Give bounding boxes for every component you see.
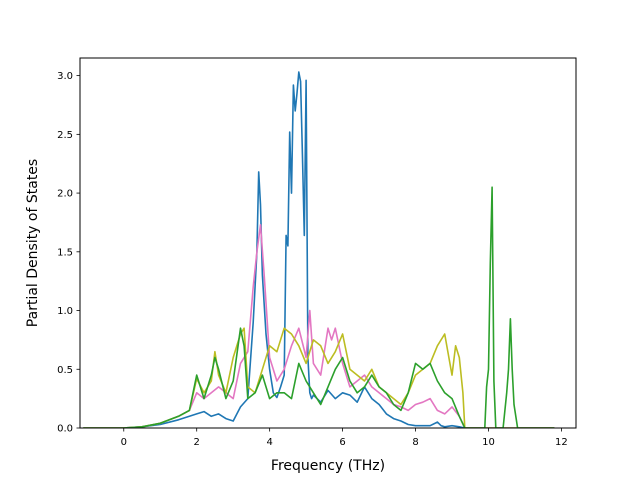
x-tick-label: 0 xyxy=(121,437,127,448)
y-tick-label: 2.0 xyxy=(57,189,73,200)
y-axis-ticks: 0.0 0.5 1.0 1.5 2.0 2.5 3.0 xyxy=(57,71,80,435)
plot-area xyxy=(82,71,555,428)
x-tick-label: 12 xyxy=(555,437,568,448)
x-axis-label: Frequency (THz) xyxy=(271,458,385,474)
x-axis-ticks: 0 2 4 6 8 10 12 xyxy=(121,428,568,448)
axes-frame xyxy=(79,57,577,429)
y-tick-label: 0.0 xyxy=(57,424,73,435)
y-tick-label: 2.5 xyxy=(57,130,73,141)
y-tick-label: 1.5 xyxy=(57,247,73,258)
x-tick-label: 2 xyxy=(194,437,200,448)
series-line-3 xyxy=(82,327,555,428)
series-line-4 xyxy=(82,186,555,428)
y-tick-label: 3.0 xyxy=(57,71,73,82)
y-tick-label: 1.0 xyxy=(57,306,73,317)
x-tick-label: 6 xyxy=(339,437,345,448)
y-axis-label: Partial Density of States xyxy=(25,159,41,327)
series-line-1 xyxy=(82,71,555,428)
x-tick-label: 8 xyxy=(412,437,418,448)
series-group xyxy=(82,71,555,428)
series-line-2 xyxy=(82,224,555,428)
x-tick-label: 4 xyxy=(266,437,272,448)
x-tick-label: 10 xyxy=(482,437,495,448)
y-tick-label: 0.5 xyxy=(57,365,73,376)
